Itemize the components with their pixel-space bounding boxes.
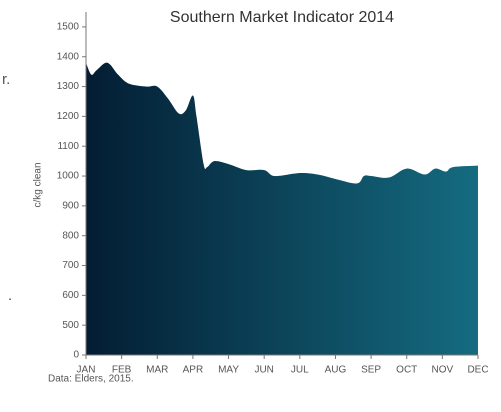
x-tick-label: FEB xyxy=(112,365,132,376)
y-tick-label: 1000 xyxy=(57,171,80,182)
y-tick-label: 1200 xyxy=(57,111,80,122)
y-tick-label: 1100 xyxy=(57,141,79,152)
area xyxy=(86,62,478,356)
text-fragment: r. xyxy=(2,71,10,88)
x-tick-label: SEP xyxy=(361,365,381,376)
x-tick-label: AUG xyxy=(325,365,347,376)
text-fragment: . xyxy=(8,287,12,304)
x-tick-label: JAN xyxy=(77,365,96,376)
y-tick-label: 1300 xyxy=(57,81,80,92)
chart-title: Southern Market Indicator 2014 xyxy=(170,9,394,26)
x-tick-label: MAY xyxy=(218,365,239,376)
x-tick-label: APR xyxy=(183,365,204,376)
y-tick-label: 500 xyxy=(62,320,79,331)
y-tick-label: 800 xyxy=(62,230,79,241)
source-note: Data: Elders, 2015. xyxy=(48,374,134,385)
x-tick-label: JUN xyxy=(254,365,273,376)
x-tick-label: DEC xyxy=(467,365,488,376)
y-tick-label: 900 xyxy=(62,201,79,212)
y-tick-label: 700 xyxy=(62,260,79,271)
x-tick-label: MAR xyxy=(146,365,168,376)
x-tick-label: OCT xyxy=(396,365,417,376)
y-tick-label: 1400 xyxy=(57,51,80,62)
x-tick-label: NOV xyxy=(432,365,454,376)
y-tick-label: 600 xyxy=(62,290,79,301)
y-axis-label: c/kg clean xyxy=(33,162,44,207)
x-tick-label: JUL xyxy=(291,365,309,376)
y-tick-label: 1500 xyxy=(57,22,80,33)
y-tick-label: 0 xyxy=(73,350,79,361)
